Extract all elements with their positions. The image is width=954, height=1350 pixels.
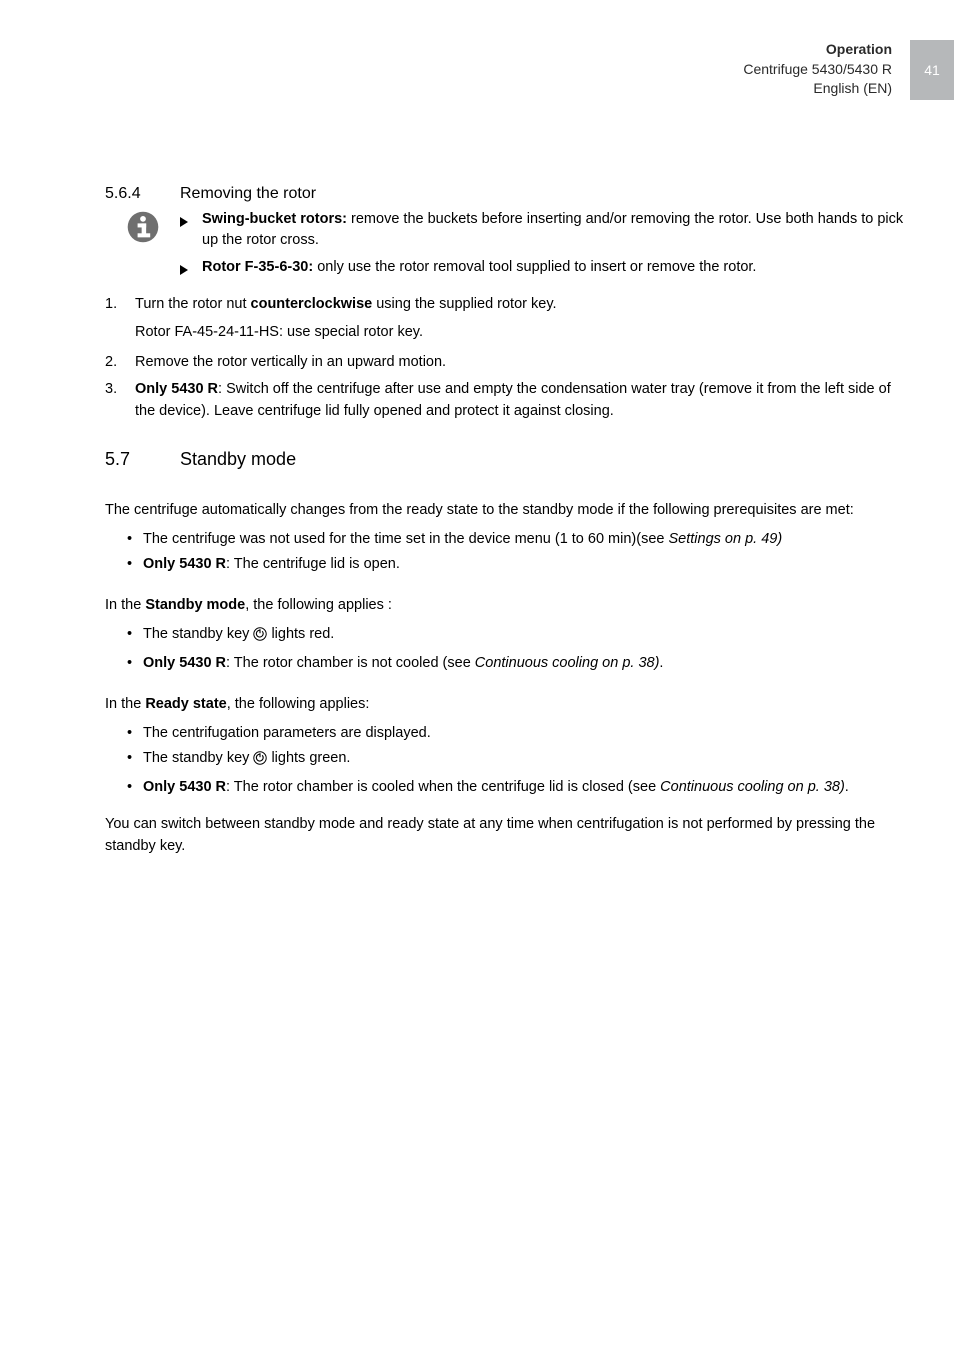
triangle-bullet-icon <box>180 209 202 234</box>
ready-lead: In the Ready state, the following applie… <box>105 694 904 716</box>
step-1: 1. Turn the rotor nut counterclockwise u… <box>105 294 904 316</box>
page-number-box: 41 <box>910 40 954 100</box>
step-text: Remove the rotor vertically in an upward… <box>135 352 904 374</box>
step-1-sub: Rotor FA-45-24-11-HS: use special rotor … <box>135 322 904 344</box>
power-icon <box>253 626 267 648</box>
info-bullets: Swing-bucket rotors: remove the buckets … <box>180 209 904 288</box>
bullet-dot: • <box>127 722 143 744</box>
heading-564-title: Removing the rotor <box>180 185 316 203</box>
bullet-dot: • <box>127 652 143 674</box>
info-note-row: Swing-bucket rotors: remove the buckets … <box>105 209 904 288</box>
info-bullet-bold: Rotor F-35-6-30: <box>202 259 313 275</box>
intro-para: The centrifuge automatically changes fro… <box>105 500 904 522</box>
step-num: 1. <box>105 294 135 316</box>
step-text: Only 5430 R: Switch off the centrifuge a… <box>135 379 904 423</box>
info-bullet-rest: only use the rotor removal tool supplied… <box>313 259 756 275</box>
step-num: 3. <box>105 379 135 423</box>
outro-para: You can switch between standby mode and … <box>105 814 904 858</box>
list-text: The standby key lights red. <box>143 623 904 648</box>
list-item: • The centrifuge was not used for the ti… <box>127 528 904 550</box>
heading-564-num: 5.6.4 <box>105 185 180 203</box>
list-item: • The standby key lights green. <box>127 747 904 772</box>
header-text: Operation Centrifuge 5430/5430 R English… <box>743 40 910 99</box>
standby-lead: In the Standby mode, the following appli… <box>105 595 904 617</box>
power-icon <box>253 750 267 772</box>
step-2: 2. Remove the rotor vertically in an upw… <box>105 352 904 374</box>
bullet-dot: • <box>127 776 143 798</box>
header-product: Centrifuge 5430/5430 R <box>743 60 892 80</box>
page-header: Operation Centrifuge 5430/5430 R English… <box>743 40 954 100</box>
step-text: Turn the rotor nut counterclockwise usin… <box>135 294 904 316</box>
step-num: 2. <box>105 352 135 374</box>
header-section-title: Operation <box>743 40 892 60</box>
list-text: The centrifuge was not used for the time… <box>143 528 904 550</box>
list-text: The centrifugation parameters are displa… <box>143 722 904 744</box>
list-text: Only 5430 R: The rotor chamber is not co… <box>143 652 904 674</box>
list-item: • Only 5430 R: The rotor chamber is not … <box>127 652 904 674</box>
page-body: 5.6.4 Removing the rotor <box>0 0 954 914</box>
list-text: The standby key lights green. <box>143 747 904 772</box>
bullet-dot: • <box>127 623 143 648</box>
bullet-dot: • <box>127 747 143 772</box>
heading-57: 5.7 Standby mode <box>105 449 904 470</box>
list-item: • Only 5430 R: The centrifuge lid is ope… <box>127 553 904 575</box>
info-bullet: Rotor F-35-6-30: only use the rotor remo… <box>180 257 904 282</box>
prereq-list: • The centrifuge was not used for the ti… <box>127 528 904 576</box>
list-item: • Only 5430 R: The rotor chamber is cool… <box>127 776 904 798</box>
header-language: English (EN) <box>743 79 892 99</box>
info-icon <box>105 209 180 249</box>
bullet-dot: • <box>127 528 143 550</box>
info-bullet-text: Rotor F-35-6-30: only use the rotor remo… <box>202 257 904 278</box>
list-text: Only 5430 R: The centrifuge lid is open. <box>143 553 904 575</box>
content: 5.6.4 Removing the rotor <box>105 185 904 858</box>
list-item: • The centrifugation parameters are disp… <box>127 722 904 744</box>
info-bullet-bold: Swing-bucket rotors: <box>202 211 347 227</box>
triangle-bullet-icon <box>180 257 202 282</box>
heading-564: 5.6.4 Removing the rotor <box>105 185 904 203</box>
list-text: Only 5430 R: The rotor chamber is cooled… <box>143 776 904 798</box>
step-3: 3. Only 5430 R: Switch off the centrifug… <box>105 379 904 423</box>
heading-57-title: Standby mode <box>180 449 296 470</box>
standby-list: • The standby key lights red. • Only 543… <box>127 623 904 674</box>
heading-57-num: 5.7 <box>105 449 180 470</box>
info-bullet-text: Swing-bucket rotors: remove the buckets … <box>202 209 904 251</box>
ready-list: • The centrifugation parameters are disp… <box>127 722 904 798</box>
ordered-steps: 1. Turn the rotor nut counterclockwise u… <box>105 294 904 423</box>
list-item: • The standby key lights red. <box>127 623 904 648</box>
page-number: 41 <box>924 62 940 78</box>
info-bullet: Swing-bucket rotors: remove the buckets … <box>180 209 904 251</box>
bullet-dot: • <box>127 553 143 575</box>
